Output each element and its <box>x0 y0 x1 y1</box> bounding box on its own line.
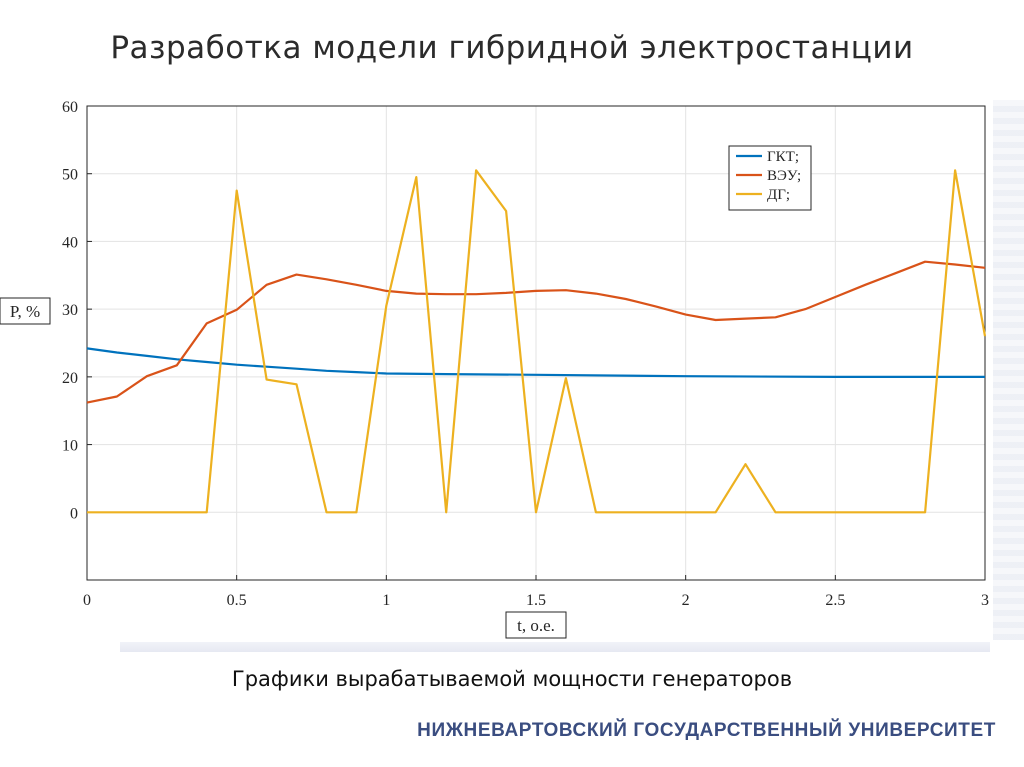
legend-label: ДГ; <box>767 187 790 203</box>
legend-label: ВЭУ; <box>767 168 801 184</box>
x-tick-label: 0.5 <box>227 592 247 609</box>
x-tick-label: 2.5 <box>825 592 845 609</box>
x-axis-label-text: t, o.e. <box>517 616 555 635</box>
university-name: НИЖНЕВАРТОВСКИЙ ГОСУДАРСТВЕННЫЙ УНИВЕРСИ… <box>417 720 996 741</box>
x-tick-label: 3 <box>981 592 989 609</box>
series-line-1 <box>86 347 985 378</box>
y-axis-label: P, % <box>0 297 51 325</box>
series-line-2 <box>86 260 986 404</box>
y-tick-label: 50 <box>62 167 78 184</box>
chart-caption: Графики вырабатываемой мощности генерато… <box>231 667 793 691</box>
decorative-band <box>120 642 990 652</box>
power-chart: 0 0.5 1 1.5 2 2.5 3 0 10 20 30 40 50 60 P, % t, o.e. … <box>0 96 1024 656</box>
x-tick-label: 1 <box>382 592 390 609</box>
x-tick-label: 2 <box>682 592 690 609</box>
legend: ГКТ; ВЭУ; ДГ; <box>728 145 812 211</box>
y-tick-label: 60 <box>62 99 78 116</box>
y-tick-label: 0 <box>70 505 78 522</box>
y-tick-label: 20 <box>62 370 78 387</box>
series-line-3 <box>87 169 987 514</box>
legend-label: ГКТ; <box>767 149 799 165</box>
slide-title: Разработка модели гибридной электростанц… <box>110 30 914 66</box>
decorative-building-strip <box>993 100 1024 640</box>
y-tick-label: 10 <box>62 438 78 455</box>
x-tick-label: 1.5 <box>526 592 546 609</box>
y-axis-label-text: P, % <box>10 302 40 321</box>
x-tick-label: 0 <box>83 592 91 609</box>
y-tick-label: 40 <box>62 234 78 251</box>
y-tick-label: 30 <box>62 302 78 319</box>
series-lines <box>86 169 987 514</box>
x-axis-label: t, o.e. <box>505 611 567 639</box>
